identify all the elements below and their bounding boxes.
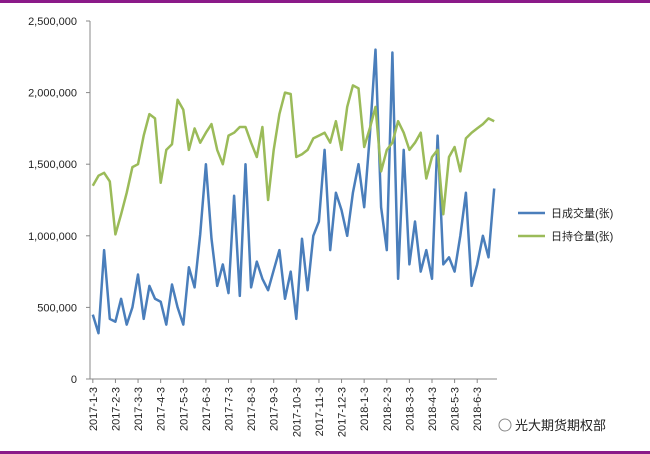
x-tick-label: 2017-5-3 (178, 387, 190, 431)
x-tick-label: 2017-3-3 (133, 387, 145, 431)
legend-label: 日成交量(张) (551, 206, 613, 220)
top-border (0, 0, 650, 3)
x-tick-label: 2018-4-3 (427, 387, 439, 431)
legend-label: 日持仓量(张) (551, 229, 613, 243)
x-tick-label: 2017-9-3 (269, 387, 281, 431)
x-tick-label: 2017-1-3 (88, 387, 100, 431)
series-line (91, 48, 496, 335)
y-tick-label: 2,000,000 (28, 88, 77, 100)
y-tick-label: 0 (71, 374, 77, 386)
series-line (91, 84, 495, 236)
watermark-icon (498, 418, 512, 432)
watermark: 光大期货期权部 (498, 418, 606, 433)
x-tick-label: 2017-11-3 (314, 387, 326, 436)
y-tick-label: 2,500,000 (28, 16, 77, 28)
x-tick-label: 2018-5-3 (450, 387, 462, 431)
x-tick-label: 2017-12-3 (337, 387, 349, 437)
x-tick-label: 2017-6-3 (201, 387, 213, 431)
x-tick-label: 2017-2-3 (110, 387, 122, 431)
x-tick-label: 2018-3-3 (404, 387, 416, 431)
bottom-border (0, 451, 650, 454)
y-tick-label: 1,000,000 (28, 231, 77, 243)
watermark-text: 光大期货期权部 (515, 418, 606, 433)
x-tick-label: 2018-6-3 (472, 387, 484, 431)
x-tick-label: 2018-2-3 (382, 387, 394, 431)
x-tick-label: 2017-8-3 (246, 387, 258, 431)
x-tick-label: 2017-7-3 (223, 387, 235, 431)
y-tick-label: 500,000 (37, 302, 77, 314)
x-tick-label: 2018-1-3 (359, 387, 371, 431)
x-tick-label: 2017-10-3 (291, 387, 303, 437)
y-tick-label: 1,500,000 (28, 159, 77, 171)
x-tick-label: 2017-4-3 (156, 387, 168, 431)
